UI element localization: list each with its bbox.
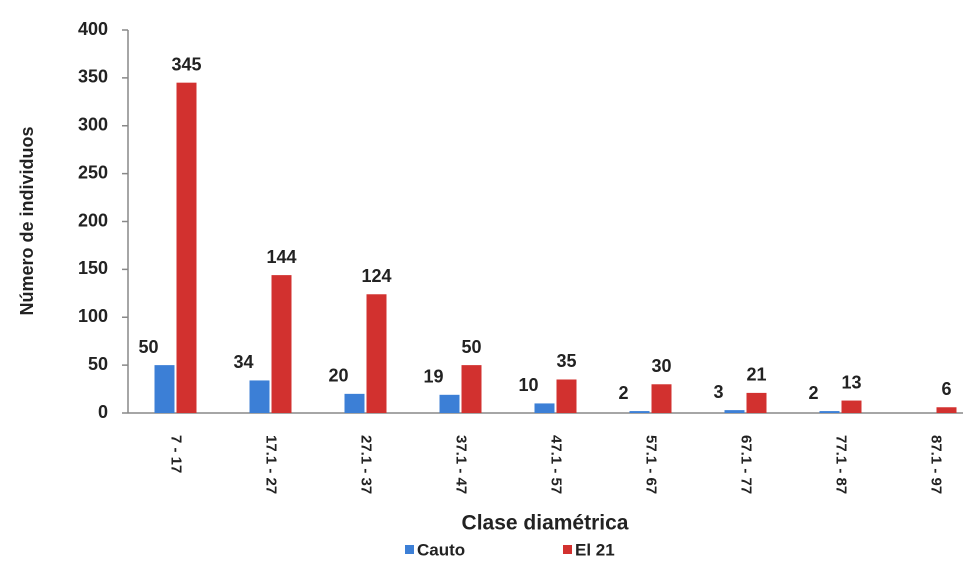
data-label: 35	[556, 351, 576, 371]
bar	[724, 410, 745, 413]
bar	[344, 393, 365, 413]
y-tick-label: 400	[78, 19, 108, 39]
y-tick-label: 350	[78, 67, 108, 87]
bar	[461, 365, 482, 413]
x-axis-title: Clase diamétrica	[462, 512, 629, 535]
data-label: 3	[713, 382, 723, 402]
data-label: 10	[518, 375, 538, 395]
y-tick-label: 0	[98, 402, 108, 422]
x-tick-label: 27.1 - 37	[358, 435, 375, 494]
bar	[366, 294, 387, 413]
bar	[271, 275, 292, 413]
data-label: 50	[461, 337, 481, 357]
y-tick-label: 50	[88, 354, 108, 374]
data-label: 50	[138, 337, 158, 357]
data-label: 13	[841, 372, 861, 392]
x-tick-label: 37.1 - 47	[453, 435, 470, 494]
bar	[249, 380, 270, 413]
x-tick-label: 87.1 - 97	[928, 435, 945, 494]
x-tick-label: 77.1 - 87	[833, 435, 850, 494]
x-tick-label: 7 - 17	[168, 435, 185, 473]
bar	[841, 400, 862, 413]
bar	[936, 407, 957, 413]
data-label: 345	[171, 54, 201, 74]
y-axis-title: Número de individuos	[17, 126, 37, 315]
bar	[154, 365, 175, 413]
bar	[556, 379, 577, 413]
data-label: 6	[941, 379, 951, 399]
y-tick-label: 200	[78, 210, 108, 230]
bar	[746, 392, 767, 413]
legend-swatch	[405, 545, 414, 554]
bar	[819, 411, 840, 413]
data-label: 30	[651, 356, 671, 376]
data-label: 124	[361, 266, 391, 286]
data-label: 21	[746, 365, 766, 385]
data-label: 19	[423, 367, 443, 387]
data-label: 34	[233, 352, 253, 372]
y-tick-label: 150	[78, 258, 108, 278]
x-tick-label: 67.1 - 77	[738, 435, 755, 494]
legend-label: Cauto	[417, 540, 465, 559]
y-tick-label: 250	[78, 162, 108, 182]
bar	[629, 411, 650, 413]
x-tick-label: 47.1 - 57	[548, 435, 565, 494]
legend-swatch	[563, 545, 572, 554]
data-label: 2	[618, 383, 628, 403]
y-tick-label: 100	[78, 306, 108, 326]
bar	[439, 394, 460, 413]
y-tick-label: 300	[78, 115, 108, 135]
x-tick-label: 57.1 - 67	[643, 435, 660, 494]
data-label: 144	[266, 247, 296, 267]
data-label: 20	[328, 366, 348, 386]
data-label: 2	[808, 383, 818, 403]
bar	[176, 82, 197, 413]
x-tick-label: 17.1 - 27	[263, 435, 280, 494]
bar	[651, 384, 672, 413]
legend-label: El 21	[575, 540, 615, 559]
bar	[534, 403, 555, 413]
